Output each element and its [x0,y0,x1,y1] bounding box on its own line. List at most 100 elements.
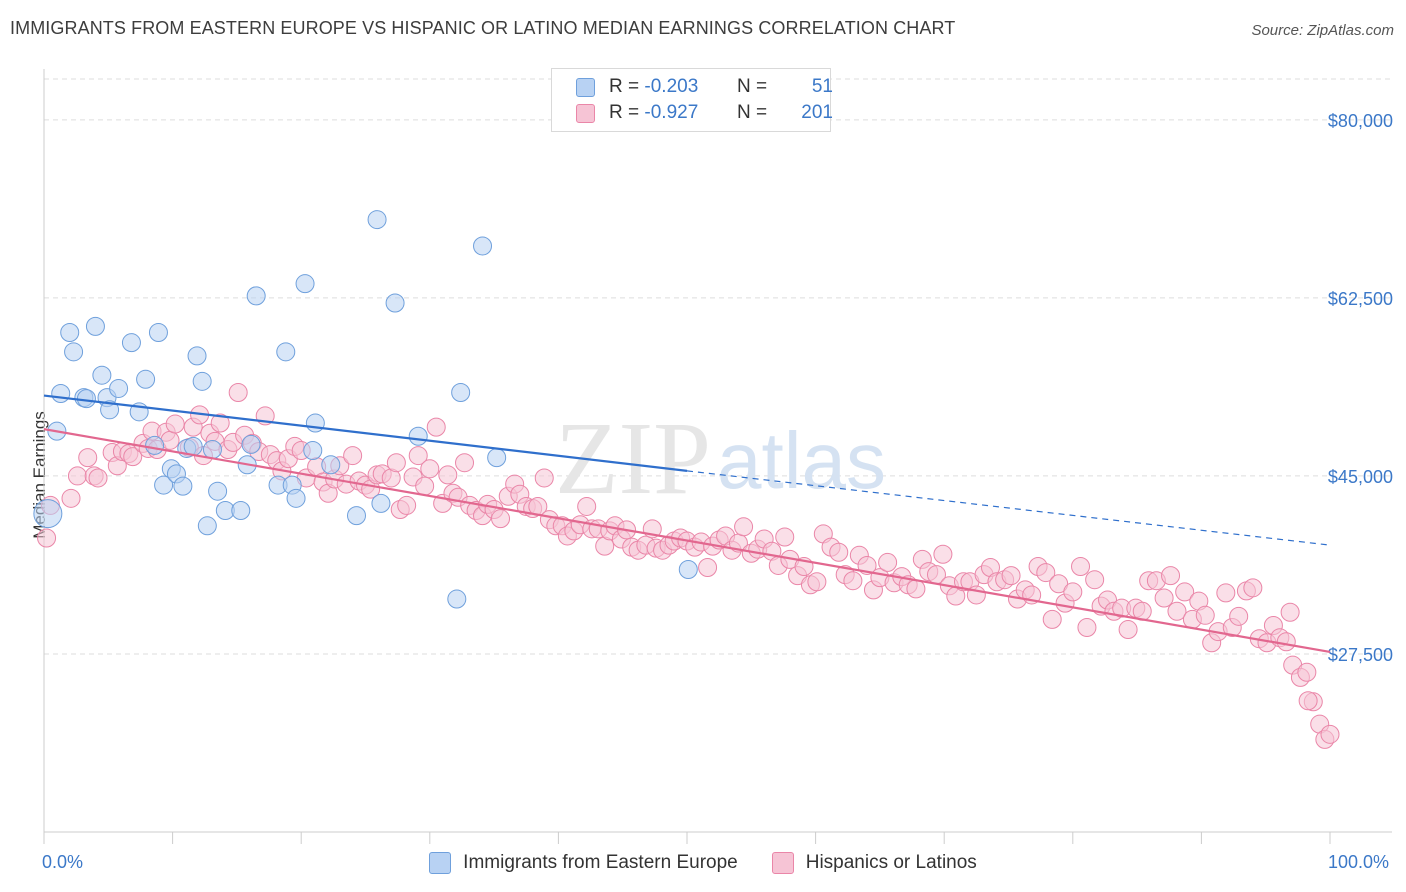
data-point [491,509,511,529]
x-tick-label-min: 0.0% [42,852,84,872]
data-point [1077,618,1097,638]
data-point [1063,582,1083,602]
data-point [1071,556,1091,576]
r-value: -0.203 [644,76,699,97]
data-point [451,383,471,403]
data-point [1195,605,1215,625]
blue-swatch-icon [429,852,452,874]
data-point [1154,588,1174,608]
data-point [33,499,63,529]
axes [43,69,1392,844]
data-point [67,466,87,486]
data-point [1243,578,1263,598]
trend-line-hispanic [43,428,1331,654]
data-point [1036,563,1056,583]
data-point [415,476,435,496]
data-point [408,446,428,466]
data-point [286,488,306,508]
data-point [397,495,417,515]
chart-title: IMMIGRANTS FROM EASTERN EUROPE VS HISPAN… [10,18,956,38]
data-point [148,322,168,342]
blue-swatch-icon [576,77,595,97]
data-point [386,453,406,473]
data-point [76,389,96,409]
r-label: R = [609,102,640,123]
data-point [37,528,57,548]
data-point [1175,582,1195,602]
trend-line-eastern-europe-extension [686,470,1331,546]
data-point [367,210,387,230]
r-label: R = [609,76,640,97]
data-point [420,459,440,479]
data-point [1216,583,1236,603]
data-point [78,448,98,468]
data-point [1001,566,1021,586]
data-point [426,417,446,437]
n-label: N = [737,76,768,97]
y-tick-label: $45,000 [1328,467,1393,487]
data-point [208,481,228,501]
data-point [1320,724,1340,744]
data-point [61,488,81,508]
data-point [438,465,458,485]
data-point [51,384,71,404]
data-point [145,435,165,455]
data-point [192,371,212,391]
data-point [88,468,108,488]
data-point [85,316,105,336]
data-point [154,475,174,495]
data-point [933,544,953,564]
data-point [343,446,363,466]
data-point [109,378,129,398]
correlation-legend: R = -0.203 N = 51 R = -0.927 N = 201 [551,68,833,132]
legend-item-hispanic: Hispanics or Latinos [771,852,977,874]
y-tick-labels: $80,000 $62,500 $45,000 $27,500 [1328,111,1393,665]
y-tick-label: $27,500 [1328,645,1393,665]
data-point [843,571,863,591]
data-point [303,441,323,460]
watermark: ZIP atlas [555,401,886,516]
legend-label: Hispanics or Latinos [805,852,977,873]
data-point [577,496,597,516]
n-label: N = [737,102,768,123]
data-point [228,383,248,403]
data-point [1298,691,1318,711]
data-point [473,236,493,256]
data-point [246,286,266,306]
data-point [1167,601,1187,621]
data-point [1276,632,1296,652]
data-point [1042,609,1062,629]
data-point [447,589,467,609]
data-point [173,476,193,496]
x-tick-label-max: 100.0% [1328,852,1390,872]
data-point [1297,662,1317,682]
legend-label: Immigrants from Eastern Europe [463,852,738,873]
data-point [807,572,827,592]
data-point [408,426,428,446]
data-point [1085,570,1105,590]
data-point [100,400,120,420]
watermark-atlas: atlas [717,416,886,505]
data-point [202,439,222,459]
data-point [60,322,80,342]
trend-line-eastern-europe [43,394,688,472]
data-point [64,342,84,362]
data-point [906,579,926,599]
data-point [878,552,898,572]
data-point [121,333,141,353]
n-value: 51 [811,76,833,97]
data-point [136,369,156,389]
data-point [775,527,795,547]
source-label: Source: ZipAtlas.com [1251,22,1394,39]
series-legend: Immigrants from Eastern Europe Hispanics… [0,852,1406,874]
data-point [183,436,203,456]
data-point [534,468,554,488]
data-point [165,414,185,434]
data-point [678,560,698,580]
data-point [305,413,325,433]
r-value: -0.927 [644,102,699,123]
data-point [734,517,754,537]
y-tick-label: $80,000 [1328,111,1393,131]
data-point [698,557,718,577]
